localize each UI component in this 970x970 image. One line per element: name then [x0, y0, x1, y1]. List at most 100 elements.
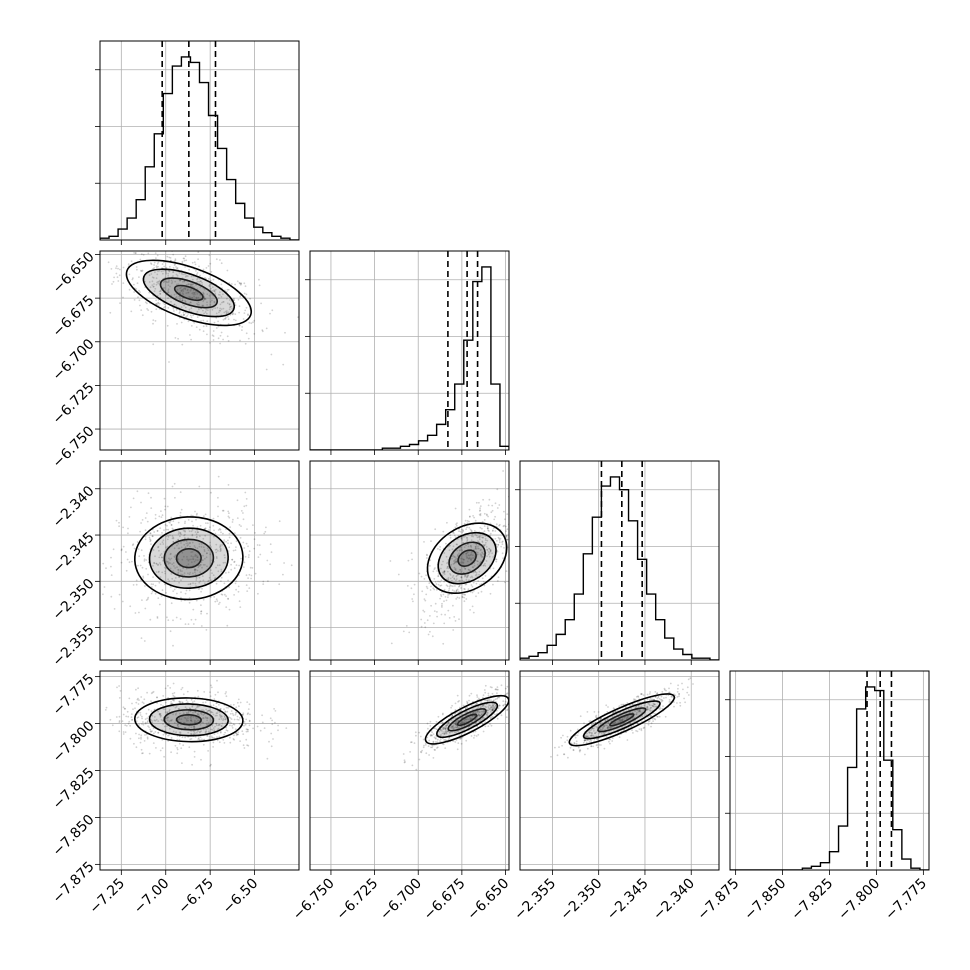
scatter-point	[439, 584, 442, 587]
scatter-point	[473, 734, 476, 737]
scatter-point	[184, 266, 186, 268]
scatter-point	[424, 626, 427, 629]
scatter-point	[192, 572, 194, 575]
scatter-point	[224, 711, 227, 713]
scatter-point	[481, 537, 484, 539]
scatter-point	[479, 719, 482, 722]
scatter-point	[479, 526, 482, 529]
scatter-point	[202, 563, 205, 566]
scatter-point	[169, 522, 171, 524]
scatter-point	[447, 723, 449, 726]
scatter-point	[487, 504, 490, 507]
scatter-point	[151, 535, 154, 538]
scatter-point	[202, 559, 204, 561]
scatter-point	[589, 735, 592, 737]
scatter-point	[187, 283, 190, 285]
scatter-point	[213, 535, 215, 538]
scatter-point	[153, 732, 155, 735]
scatter-point	[453, 560, 455, 562]
scatter-point	[472, 535, 475, 538]
scatter-point	[489, 550, 492, 552]
scatter-point	[156, 281, 158, 284]
scatter-point	[451, 731, 453, 733]
scatter-point	[243, 312, 246, 314]
scatter-point	[218, 718, 221, 721]
scatter-point	[133, 299, 136, 301]
scatter-point	[161, 571, 164, 574]
scatter-point	[205, 629, 208, 631]
scatter-point	[479, 553, 482, 555]
scatter-point	[602, 726, 604, 729]
scatter-point	[258, 544, 261, 547]
scatter-point	[596, 738, 599, 740]
scatter-point	[187, 710, 190, 713]
scatter-point	[234, 304, 237, 307]
scatter-point	[424, 744, 427, 746]
scatter-point	[208, 529, 210, 531]
scatter-point	[159, 749, 162, 752]
scatter-point	[472, 557, 475, 559]
scatter-point	[203, 298, 206, 300]
scatter-point	[453, 590, 456, 592]
scatter-point	[209, 553, 212, 556]
scatter-point	[605, 704, 608, 707]
scatter-point	[442, 560, 444, 563]
scatter-point	[589, 731, 592, 734]
scatter-point	[128, 516, 131, 518]
scatter-point	[443, 552, 446, 554]
scatter-point	[205, 556, 208, 559]
scatter-point	[423, 598, 426, 600]
scatter-point	[482, 553, 485, 556]
scatter-point	[222, 301, 224, 303]
scatter-point	[463, 558, 465, 561]
scatter-point	[153, 708, 156, 711]
scatter-point	[189, 301, 192, 304]
scatter-point	[444, 739, 447, 741]
scatter-point	[676, 702, 678, 704]
scatter-point	[143, 640, 146, 642]
scatter-point	[132, 543, 135, 546]
scatter-point	[464, 535, 467, 537]
scatter-point	[452, 563, 455, 565]
scatter-point	[576, 728, 579, 731]
scatter-point	[207, 579, 210, 582]
scatter-point	[621, 726, 624, 729]
scatter-point	[460, 538, 463, 540]
scatter-point	[655, 705, 658, 708]
scatter-point	[454, 722, 456, 725]
scatter-point	[139, 258, 142, 261]
scatter-point	[469, 716, 471, 719]
scatter-point	[141, 717, 143, 720]
scatter-point	[436, 570, 438, 572]
scatter-point	[192, 558, 194, 560]
scatter-point	[482, 696, 484, 699]
scatter-point	[248, 554, 250, 556]
scatter-point	[493, 518, 496, 521]
scatter-point	[649, 691, 651, 693]
scatter-point	[148, 752, 151, 755]
scatter-point	[456, 748, 459, 751]
scatter-point	[613, 722, 615, 724]
scatter-point	[233, 560, 236, 563]
scatter-point	[225, 312, 228, 314]
scatter-point	[236, 499, 239, 502]
scatter-point	[157, 720, 160, 722]
scatter-point	[217, 515, 219, 518]
scatter-point	[174, 259, 177, 262]
scatter-point	[487, 551, 490, 553]
scatter-point	[495, 523, 498, 526]
scatter-point	[209, 301, 212, 303]
scatter-point	[470, 535, 473, 538]
scatter-point	[454, 717, 457, 720]
scatter-point	[170, 300, 172, 303]
contour-level-3	[133, 697, 244, 743]
scatter-point	[159, 527, 162, 529]
scatter-point	[436, 615, 438, 618]
scatter-point	[184, 706, 187, 709]
scatter-point	[498, 523, 501, 526]
scatter-point	[590, 732, 593, 734]
scatter-point	[441, 721, 443, 723]
scatter-point	[444, 730, 447, 733]
scatter-point	[153, 719, 156, 722]
scatter-point	[454, 722, 457, 724]
